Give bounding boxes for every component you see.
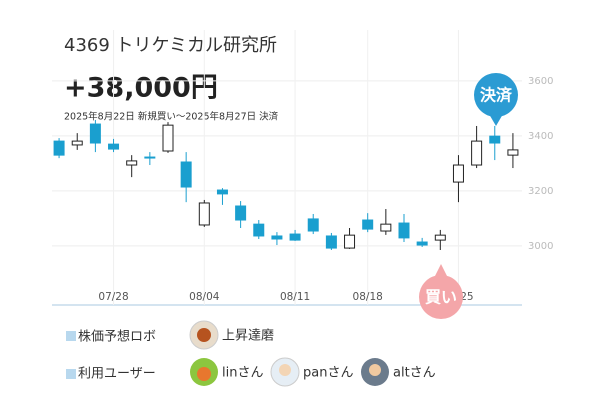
y-tick-label: 3600 <box>528 76 553 87</box>
user-avatar-icon <box>197 367 211 381</box>
candle-body <box>307 218 319 232</box>
buy-bubble-circle <box>419 275 463 319</box>
candle-body <box>216 189 228 195</box>
robot-name: 上昇達磨 <box>222 329 274 344</box>
candle-body <box>471 140 483 166</box>
legend-icon <box>66 331 76 341</box>
candle-body <box>126 160 138 166</box>
y-tick-label: 3400 <box>528 131 553 142</box>
user-name: linさん <box>222 366 263 381</box>
sell-label: 決済 <box>480 86 513 105</box>
user-avatar-icon <box>279 364 291 376</box>
candle-body <box>180 161 192 188</box>
chart-title: 4369 トリケミカル研究所 <box>64 35 277 56</box>
candle-body <box>344 234 356 249</box>
candle-body <box>380 223 392 232</box>
candle-body <box>235 205 247 221</box>
profit: +38,000円 <box>64 73 218 104</box>
robot-label: 株価予想ロボ <box>78 329 156 345</box>
candle-body <box>89 123 101 144</box>
candle-body <box>162 124 174 152</box>
x-tick-label: 08/18 <box>353 291 383 303</box>
candle-body <box>489 135 501 144</box>
users-label: 利用ユーザー <box>78 367 156 382</box>
legend-icon <box>66 369 76 379</box>
robot-avatar-icon <box>197 328 211 342</box>
trade-note: 2025年8月22日 新規買い～2025年8月27日 決済 <box>64 111 279 123</box>
candle-body <box>398 222 410 239</box>
x-tick-label: 07/28 <box>98 291 128 303</box>
candle-body <box>452 164 464 183</box>
candle-body <box>253 223 265 237</box>
candle-body <box>507 149 519 156</box>
user-name: panさん <box>303 366 353 381</box>
user-avatar-icon <box>369 364 381 376</box>
sell-bubble: 決済 <box>474 73 518 126</box>
candle-body <box>362 219 374 230</box>
x-tick-label: 08/11 <box>280 291 310 303</box>
sell-bubble-tail <box>489 114 503 126</box>
candle-body <box>416 241 428 246</box>
y-tick-label: 3000 <box>528 241 553 252</box>
x-tick-label: 08/04 <box>189 291 220 303</box>
candle-body <box>289 233 301 241</box>
buy-bubble-tail <box>434 264 448 278</box>
candle-body <box>434 234 446 241</box>
candle-body <box>198 202 210 226</box>
candle-body <box>325 235 337 249</box>
candle-body <box>144 156 156 159</box>
buy-label: 買い <box>425 288 457 307</box>
candle-body <box>71 140 83 146</box>
y-tick-label: 3200 <box>528 186 553 197</box>
user-name: altさん <box>393 366 436 381</box>
candle-body <box>271 235 283 240</box>
sell-bubble-circle <box>474 73 518 117</box>
candle-body <box>53 140 65 156</box>
candle-body <box>108 143 120 150</box>
buy-bubble: 買い <box>419 264 463 319</box>
